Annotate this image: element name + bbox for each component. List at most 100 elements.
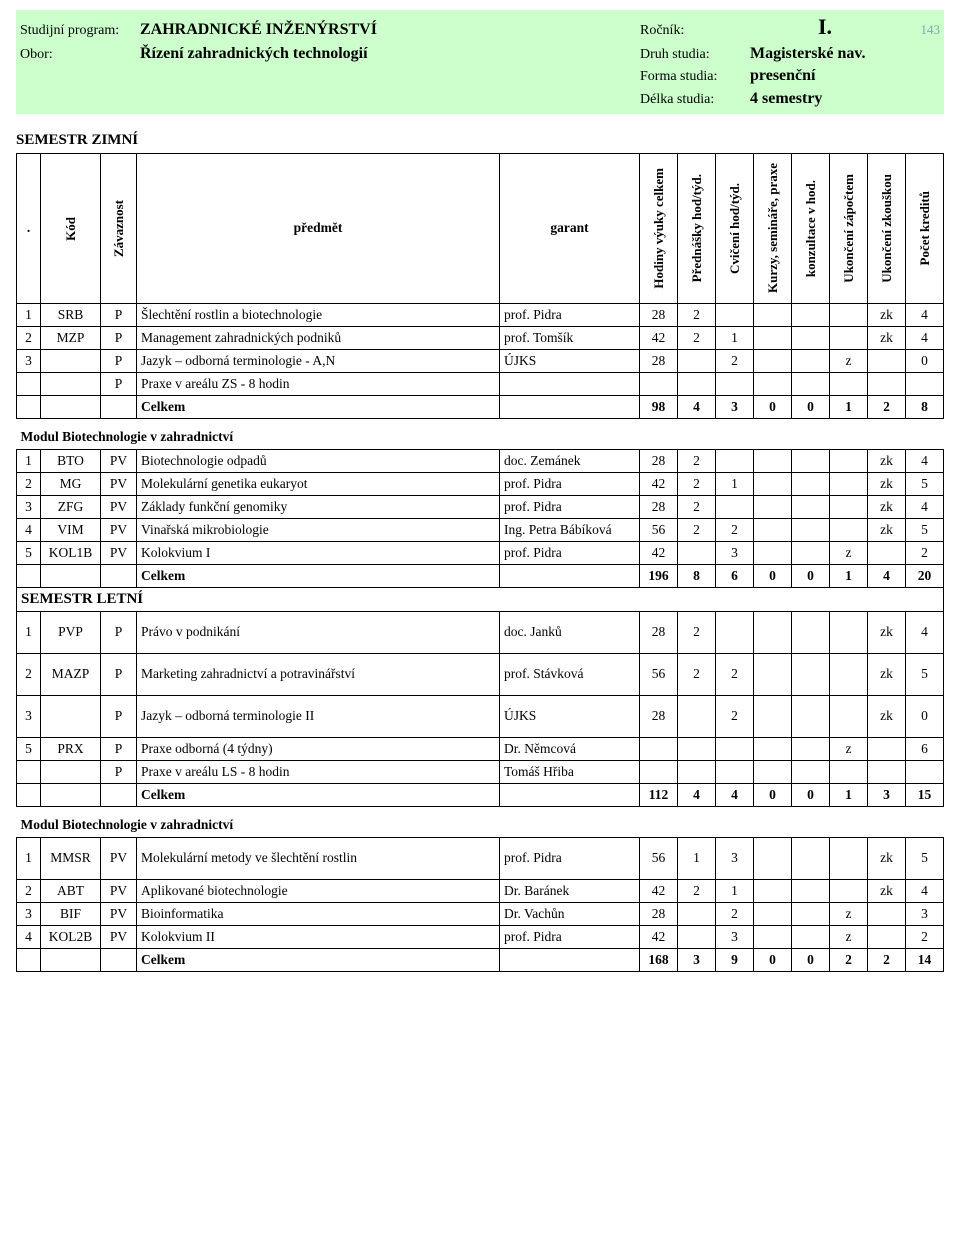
cell: Dr. Němcová <box>500 737 640 760</box>
cell <box>500 372 640 395</box>
cell <box>716 737 754 760</box>
totals-cell: 0 <box>754 395 792 418</box>
cell <box>754 449 792 472</box>
table-row: 2ABTPVAplikované biotechnologieDr. Barán… <box>17 879 944 902</box>
cell: PV <box>101 518 137 541</box>
cell: 2 <box>678 303 716 326</box>
cell: Management zahradnických podniků <box>137 326 500 349</box>
cell: 42 <box>640 925 678 948</box>
cell <box>754 326 792 349</box>
cell: z <box>830 541 868 564</box>
cell <box>716 303 754 326</box>
cell: P <box>101 653 137 695</box>
cell: 3 <box>906 902 944 925</box>
obor-label: Obor: <box>20 45 140 65</box>
cell <box>678 541 716 564</box>
table-row: 3PJazyk – odborná terminologie IIÚJKS282… <box>17 695 944 737</box>
cell <box>754 372 792 395</box>
totals-cell: 0 <box>754 948 792 971</box>
cell: 5 <box>17 541 41 564</box>
cell: PRX <box>41 737 101 760</box>
cell <box>792 518 830 541</box>
cell: z <box>830 902 868 925</box>
cell: 28 <box>640 495 678 518</box>
cell: PV <box>101 449 137 472</box>
cell <box>792 372 830 395</box>
totals-cell: 2 <box>830 948 868 971</box>
table-row: PPraxe v areálu LS - 8 hodinTomáš Hřiba <box>17 760 944 783</box>
cell: PV <box>101 495 137 518</box>
cell: 2 <box>678 449 716 472</box>
cell <box>868 925 906 948</box>
cell <box>678 737 716 760</box>
cell: 1 <box>17 303 41 326</box>
cell: KOL1B <box>41 541 101 564</box>
cell: Marketing zahradnictví a potravinářství <box>137 653 500 695</box>
table-row: 4KOL2BPVKolokvium IIprof. Pidra423z2 <box>17 925 944 948</box>
cell <box>17 760 41 783</box>
cell <box>17 372 41 395</box>
delka-value: 4 semestry <box>750 88 900 110</box>
totals-cell: 3 <box>678 948 716 971</box>
cell: BIF <box>41 902 101 925</box>
totals-cell: 0 <box>792 395 830 418</box>
cell: Šlechtění rostlin a biotechnologie <box>137 303 500 326</box>
table-row: 2MAZPPMarketing zahradnictví a potraviná… <box>17 653 944 695</box>
cell <box>754 303 792 326</box>
cell <box>792 925 830 948</box>
cell <box>41 372 101 395</box>
cell: zk <box>868 472 906 495</box>
rocnik-value: I. <box>750 12 900 43</box>
cell: MZP <box>41 326 101 349</box>
cell <box>792 737 830 760</box>
cell: 2 <box>678 611 716 653</box>
cell <box>830 472 868 495</box>
cell <box>754 495 792 518</box>
totals-cell: 6 <box>716 564 754 587</box>
cell: Jazyk – odborná terminologie - A,N <box>137 349 500 372</box>
cell <box>41 349 101 372</box>
totals-cell: 4 <box>678 783 716 806</box>
cell <box>678 925 716 948</box>
table-row: 3BIFPVBioinformatikaDr. Vachůn282z3 <box>17 902 944 925</box>
cell: 2 <box>716 902 754 925</box>
totals-cell: 20 <box>906 564 944 587</box>
cell <box>792 760 830 783</box>
cell <box>754 611 792 653</box>
cell: 2 <box>17 326 41 349</box>
cell <box>830 837 868 879</box>
table-row: 5PRXPPraxe odborná (4 týdny)Dr. Němcováz… <box>17 737 944 760</box>
col-kredity: Počet kreditů <box>906 153 944 303</box>
celkem-label: Celkem <box>137 395 500 418</box>
cell: zk <box>868 611 906 653</box>
cell: prof. Pidra <box>500 837 640 879</box>
cell: 28 <box>640 303 678 326</box>
cell: 2 <box>678 326 716 349</box>
cell: 6 <box>906 737 944 760</box>
cell: 2 <box>17 472 41 495</box>
cell: 42 <box>640 541 678 564</box>
cell: 5 <box>906 653 944 695</box>
totals-cell: 0 <box>792 783 830 806</box>
totals-cell: 2 <box>868 948 906 971</box>
col-zapoctem: Ukončení zápočtem <box>830 153 868 303</box>
cell: prof. Pidra <box>500 472 640 495</box>
cell: zk <box>868 495 906 518</box>
cell <box>716 495 754 518</box>
header-band: Studijní program: ZAHRADNICKÉ INŽENÝRSTV… <box>16 10 944 114</box>
cell: prof. Pidra <box>500 303 640 326</box>
cell <box>830 495 868 518</box>
cell: Vinařská mikrobiologie <box>137 518 500 541</box>
cell: PVP <box>41 611 101 653</box>
col-kurzy: Kurzy, semináře, praxe <box>754 153 792 303</box>
cell <box>678 695 716 737</box>
cell <box>830 611 868 653</box>
cell: 2 <box>678 518 716 541</box>
cell: P <box>101 303 137 326</box>
col-cviceni: Cvičení hod/týd. <box>716 153 754 303</box>
cell <box>830 879 868 902</box>
totals-cell: 0 <box>792 564 830 587</box>
main-tbody: 1SRBPŠlechtění rostlin a biotechnologiep… <box>17 303 944 971</box>
rocnik-label: Ročník: <box>640 21 750 41</box>
cell: 0 <box>906 349 944 372</box>
